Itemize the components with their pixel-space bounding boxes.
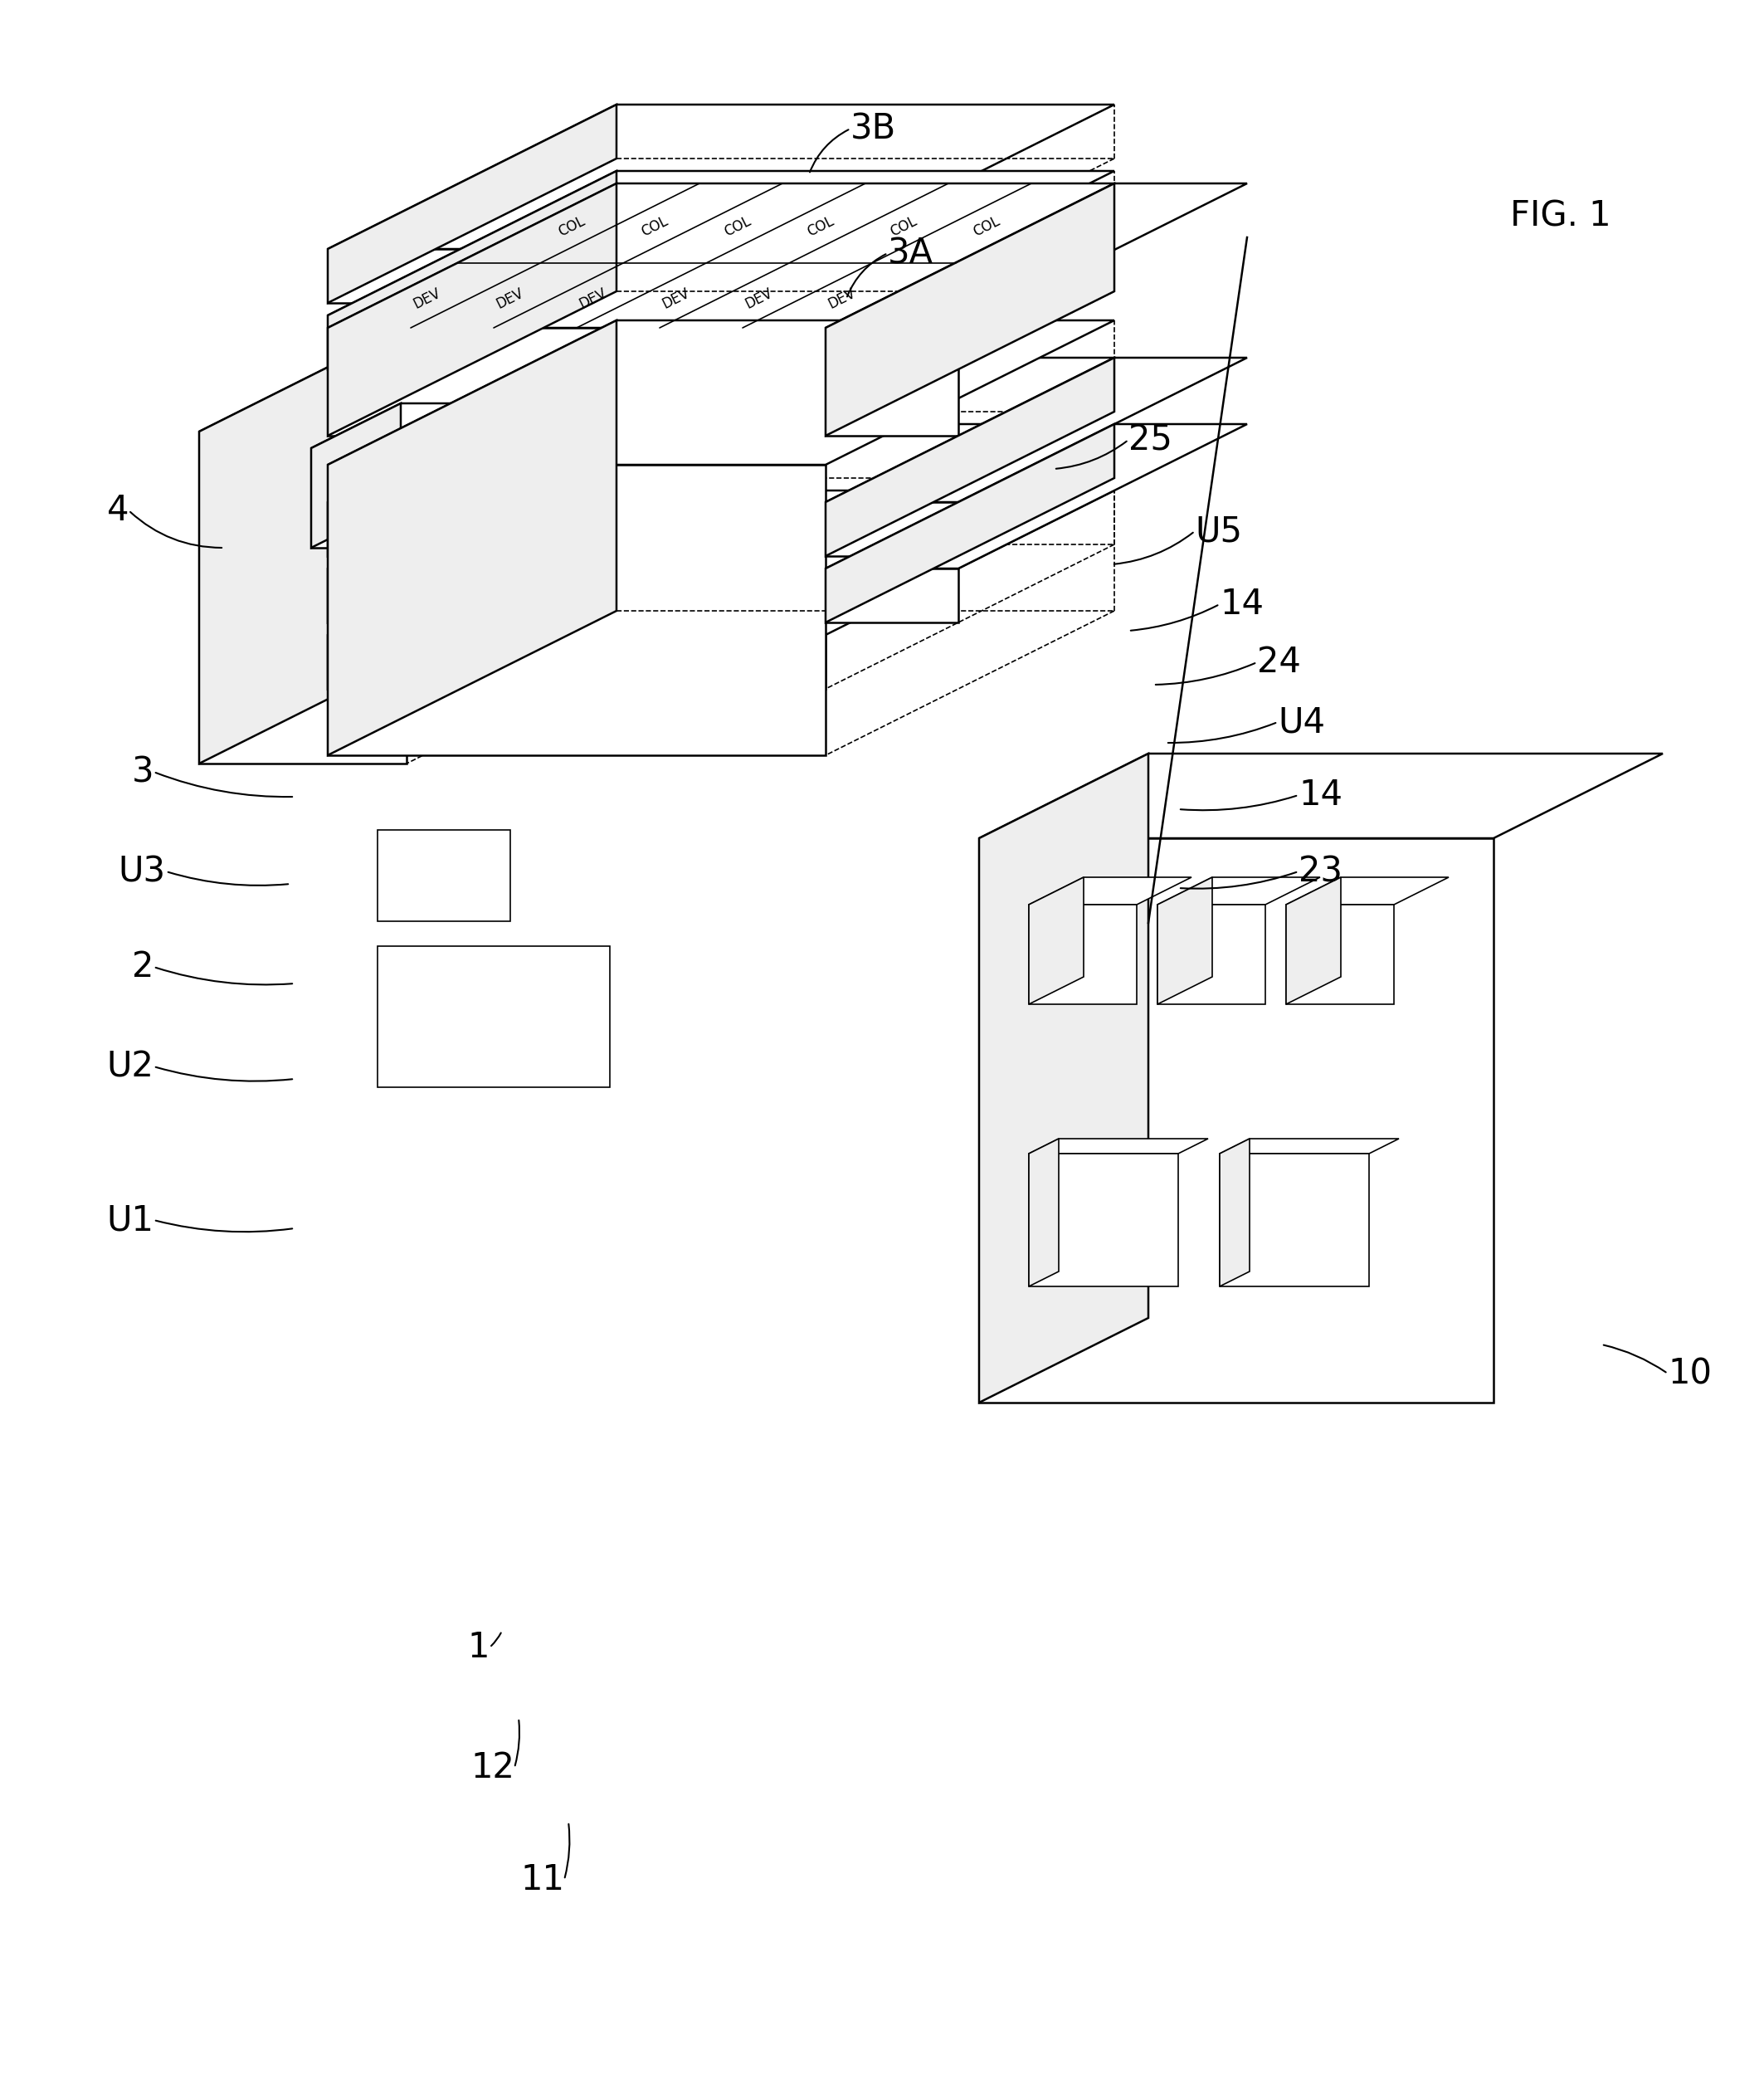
Text: COL: COL xyxy=(556,214,587,239)
Text: U4: U4 xyxy=(1277,705,1325,740)
Polygon shape xyxy=(1286,877,1448,904)
Polygon shape xyxy=(1157,904,1265,1004)
Polygon shape xyxy=(328,491,1115,634)
Text: U2: U2 xyxy=(106,1050,153,1083)
Polygon shape xyxy=(1157,877,1319,904)
Polygon shape xyxy=(310,449,452,547)
Text: 3B: 3B xyxy=(850,110,896,146)
Polygon shape xyxy=(328,170,1115,316)
Polygon shape xyxy=(826,358,1247,503)
Text: COL: COL xyxy=(639,214,670,239)
Polygon shape xyxy=(328,104,616,304)
Polygon shape xyxy=(328,183,616,437)
Text: DEV: DEV xyxy=(494,285,526,312)
Polygon shape xyxy=(1286,904,1394,1004)
Text: 23: 23 xyxy=(1298,854,1342,890)
Polygon shape xyxy=(328,249,826,304)
Text: U3: U3 xyxy=(118,854,166,890)
Polygon shape xyxy=(826,328,958,437)
Text: 10: 10 xyxy=(1667,1356,1711,1391)
Text: 14: 14 xyxy=(1298,778,1342,813)
Polygon shape xyxy=(979,838,1494,1403)
Polygon shape xyxy=(979,753,1663,838)
Text: COL: COL xyxy=(970,214,1002,239)
Polygon shape xyxy=(1219,1139,1249,1287)
Text: DEV: DEV xyxy=(743,285,774,312)
Text: FIG. 1: FIG. 1 xyxy=(1510,198,1611,233)
Text: 2: 2 xyxy=(132,950,153,983)
Polygon shape xyxy=(1028,1154,1178,1287)
Polygon shape xyxy=(1028,1139,1058,1287)
Polygon shape xyxy=(1219,1154,1369,1287)
Polygon shape xyxy=(328,183,1115,328)
Polygon shape xyxy=(377,830,510,921)
Text: COL: COL xyxy=(721,214,753,239)
Polygon shape xyxy=(328,503,826,555)
Text: DEV: DEV xyxy=(411,285,443,312)
Polygon shape xyxy=(328,104,1115,249)
Polygon shape xyxy=(328,634,826,688)
Polygon shape xyxy=(328,491,616,688)
Text: 25: 25 xyxy=(1129,422,1173,457)
Polygon shape xyxy=(328,466,826,755)
Polygon shape xyxy=(979,753,1148,1403)
Polygon shape xyxy=(328,568,826,622)
Polygon shape xyxy=(328,320,1115,466)
Text: 24: 24 xyxy=(1258,644,1300,680)
Text: COL: COL xyxy=(887,214,919,239)
Text: DEV: DEV xyxy=(577,285,609,312)
Polygon shape xyxy=(328,170,616,370)
Polygon shape xyxy=(826,183,1115,437)
Text: DEV: DEV xyxy=(660,285,691,312)
Polygon shape xyxy=(1286,877,1341,1004)
Text: 14: 14 xyxy=(1219,586,1263,622)
Text: 3A: 3A xyxy=(887,235,933,270)
Polygon shape xyxy=(1219,1139,1399,1154)
Polygon shape xyxy=(328,424,1115,568)
Polygon shape xyxy=(1028,1139,1208,1154)
Polygon shape xyxy=(826,424,1247,568)
Polygon shape xyxy=(1028,877,1191,904)
Text: 1: 1 xyxy=(467,1630,490,1665)
Polygon shape xyxy=(310,403,400,547)
Text: COL: COL xyxy=(804,214,836,239)
Text: 12: 12 xyxy=(471,1751,515,1786)
Polygon shape xyxy=(328,358,616,555)
Polygon shape xyxy=(826,568,958,622)
Polygon shape xyxy=(199,432,406,763)
Polygon shape xyxy=(826,503,958,555)
Polygon shape xyxy=(199,333,605,432)
Text: DEV: DEV xyxy=(826,285,857,312)
Polygon shape xyxy=(826,358,1115,555)
Polygon shape xyxy=(328,328,826,437)
Polygon shape xyxy=(1157,877,1212,1004)
Text: 4: 4 xyxy=(106,493,129,528)
Polygon shape xyxy=(377,946,610,1087)
Polygon shape xyxy=(826,424,1115,622)
Polygon shape xyxy=(1028,904,1136,1004)
Polygon shape xyxy=(826,183,1247,328)
Text: 3: 3 xyxy=(131,755,153,790)
Polygon shape xyxy=(328,320,616,755)
Polygon shape xyxy=(328,316,826,370)
Text: U5: U5 xyxy=(1194,514,1242,549)
Polygon shape xyxy=(328,424,616,622)
Text: U1: U1 xyxy=(106,1202,153,1237)
Polygon shape xyxy=(310,403,542,449)
Text: 11: 11 xyxy=(520,1863,564,1898)
Polygon shape xyxy=(1028,877,1083,1004)
Polygon shape xyxy=(328,358,1115,503)
Polygon shape xyxy=(199,333,399,763)
